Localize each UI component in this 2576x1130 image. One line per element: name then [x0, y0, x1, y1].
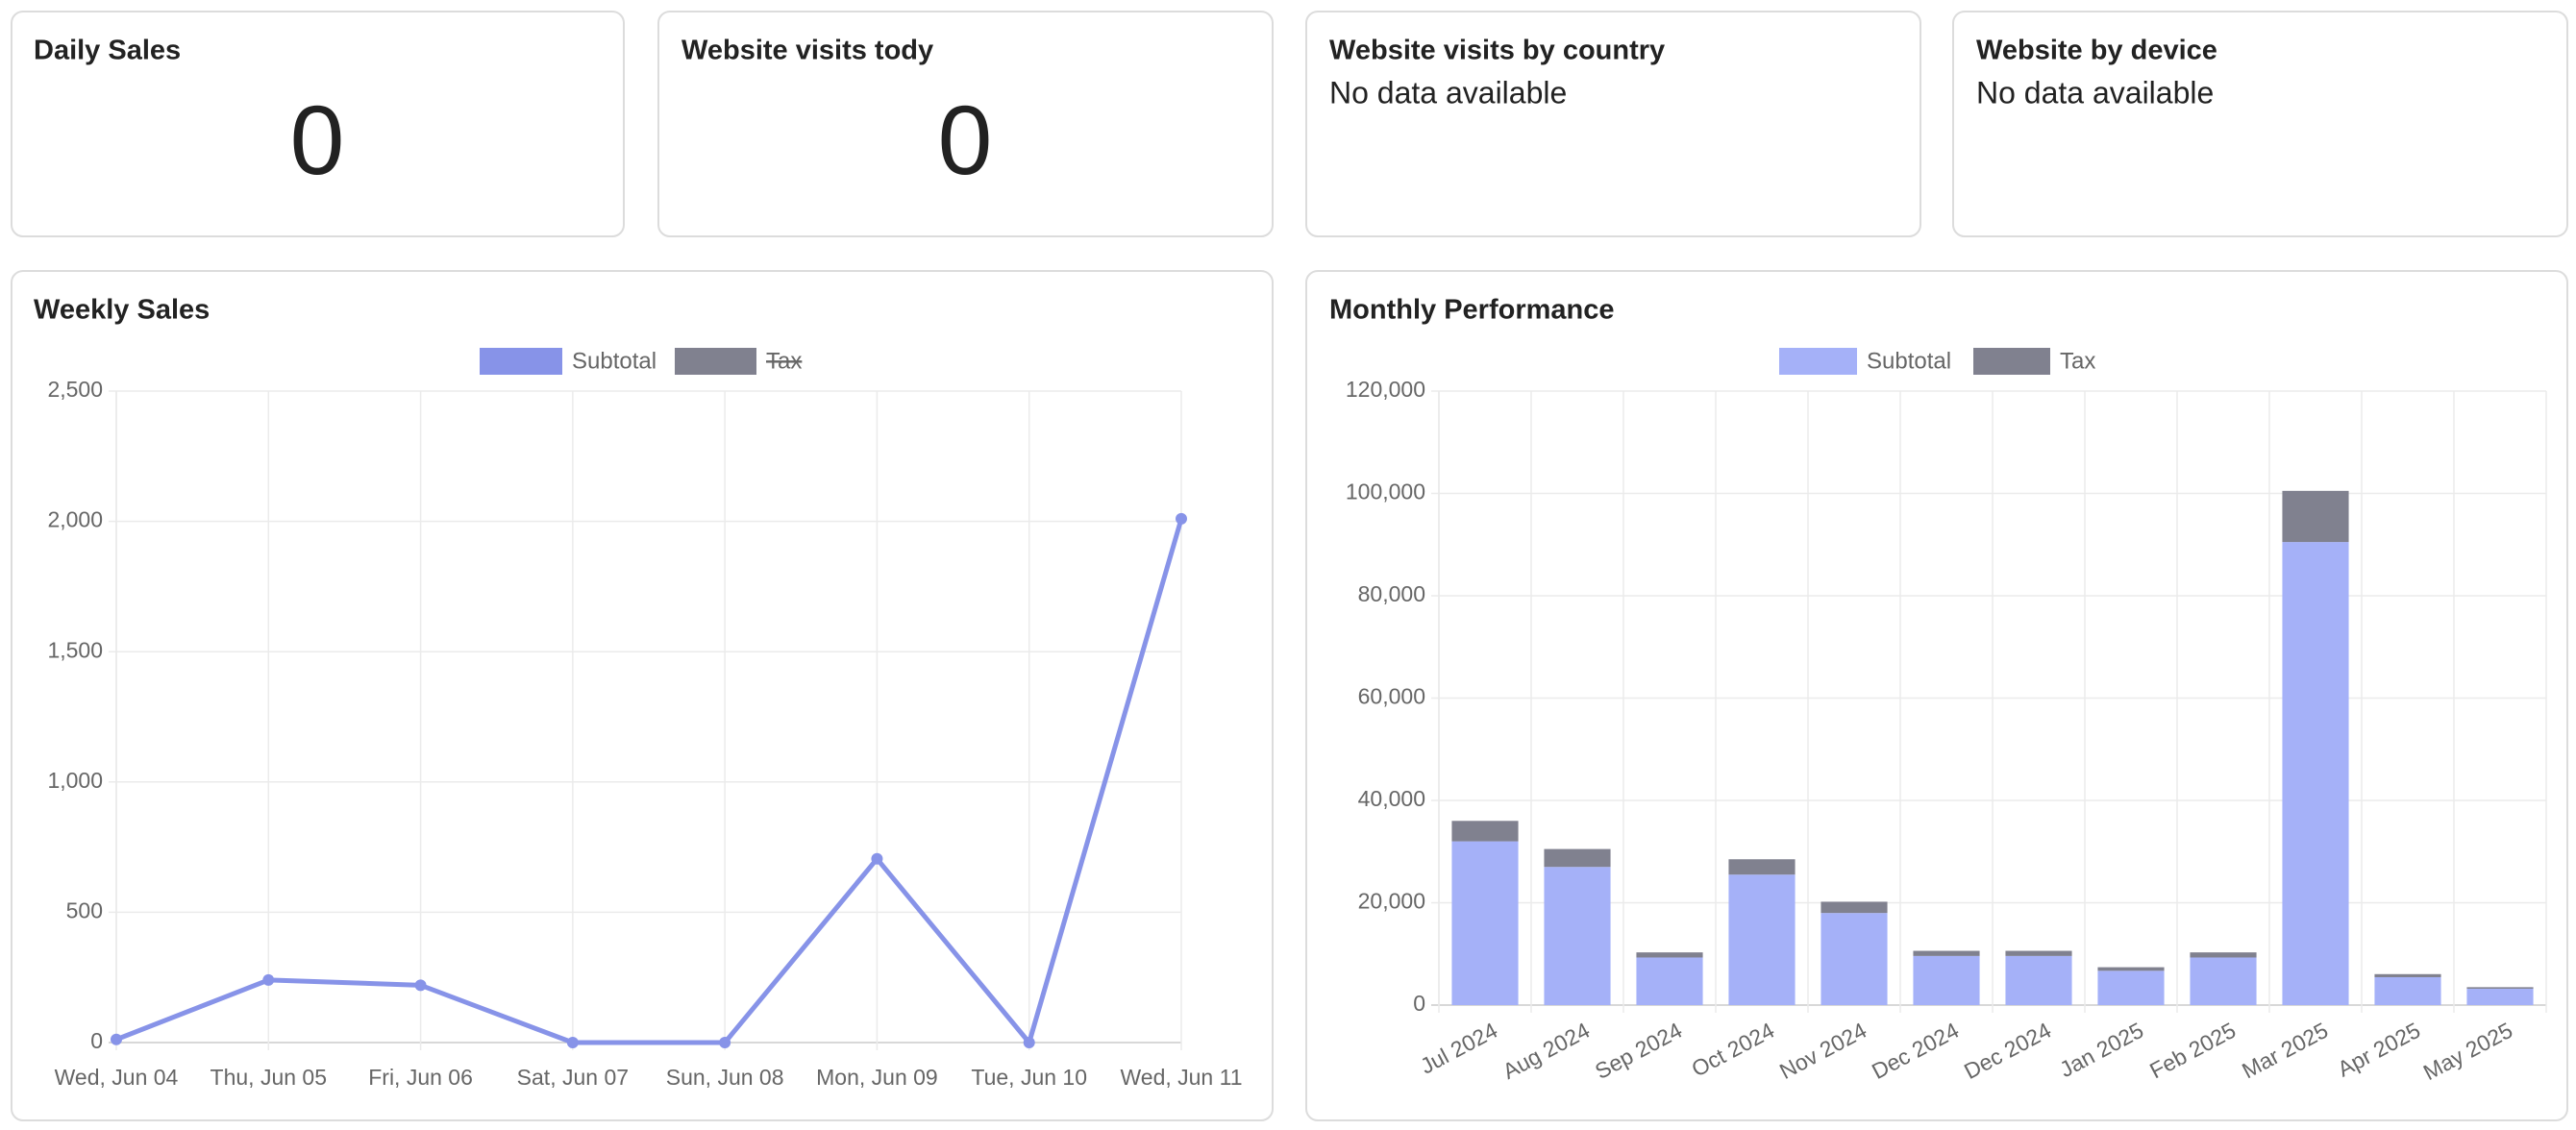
- point: [566, 1037, 579, 1048]
- card-message: No data available: [1329, 75, 1567, 110]
- y-tick-label: 0: [90, 1028, 103, 1053]
- card: [657, 11, 1274, 237]
- legend-label: Subtotal: [572, 348, 656, 374]
- legend-swatch: [675, 348, 756, 375]
- bar: [1913, 950, 1980, 956]
- bar: [1636, 952, 1703, 958]
- card-title: Daily Sales: [34, 36, 181, 66]
- point: [414, 979, 427, 992]
- y-tick-label: 2,500: [47, 377, 103, 402]
- x-tick-label: Wed, Jun 04: [55, 1065, 179, 1090]
- bar: [2005, 955, 2072, 1005]
- bar: [2374, 976, 2441, 1005]
- card: [11, 11, 625, 237]
- bar: [2374, 973, 2441, 977]
- point: [262, 973, 275, 986]
- x-tick-label: Sun, Jun 08: [666, 1065, 784, 1090]
- bar: [2466, 988, 2534, 1005]
- card-value: 0: [290, 86, 345, 195]
- bar: [1544, 867, 1611, 1005]
- point: [719, 1037, 731, 1048]
- y-tick-label: 1,000: [47, 768, 103, 793]
- bar: [2282, 542, 2349, 1005]
- bar: [2097, 967, 2165, 971]
- y-tick-label: 1,500: [47, 637, 103, 662]
- bar: [1821, 901, 1888, 914]
- card-title: Website visits tody: [681, 36, 933, 66]
- legend-swatch: [1973, 348, 2050, 375]
- x-tick-label: Fri, Jun 06: [368, 1065, 473, 1090]
- x-tick-label: Sat, Jun 07: [517, 1065, 629, 1090]
- legend-label: Subtotal: [1867, 348, 1951, 374]
- y-tick-label: 500: [66, 897, 103, 922]
- bar: [2466, 987, 2534, 989]
- bar: [2005, 950, 2072, 956]
- bar: [2097, 970, 2165, 1005]
- bar: [1636, 957, 1703, 1005]
- y-tick-label: 40,000: [1358, 786, 1425, 811]
- card-message: No data available: [1976, 75, 2214, 110]
- y-tick-label: 100,000: [1346, 479, 1425, 504]
- chart-title: Weekly Sales: [34, 295, 210, 326]
- legend-label: Tax: [2060, 348, 2095, 374]
- card-title: Website by device: [1976, 36, 2217, 66]
- point: [871, 852, 883, 865]
- bar: [1913, 955, 1980, 1005]
- x-tick-label: Mon, Jun 09: [816, 1065, 938, 1090]
- point: [111, 1033, 122, 1045]
- bar: [2190, 952, 2257, 958]
- bar: [1821, 913, 1888, 1005]
- y-tick-label: 60,000: [1358, 684, 1425, 709]
- line: [115, 518, 1184, 1045]
- legend-swatch: [1779, 348, 1857, 375]
- y-tick-label: 0: [1413, 991, 1425, 1016]
- legend-label: Tax: [766, 348, 802, 374]
- bar: [1728, 859, 1796, 875]
- legend-swatch: [480, 348, 562, 375]
- bar: [2190, 957, 2257, 1005]
- point: [1023, 1037, 1035, 1048]
- card: [11, 270, 1274, 1121]
- bar: [1451, 821, 1519, 842]
- bar: [1544, 848, 1611, 868]
- card-value: 0: [938, 86, 993, 195]
- chart-title: Monthly Performance: [1329, 295, 1615, 326]
- y-tick-label: 2,000: [47, 507, 103, 532]
- y-tick-label: 20,000: [1358, 889, 1425, 914]
- bar: [1728, 874, 1796, 1005]
- y-tick-label: 80,000: [1358, 581, 1425, 606]
- y-tick-label: 120,000: [1346, 377, 1425, 402]
- card: [1305, 11, 1921, 237]
- x-tick-label: Tue, Jun 10: [971, 1065, 1087, 1090]
- point: [1176, 512, 1187, 525]
- card: [1305, 270, 2568, 1121]
- x-tick-label: Wed, Jun 11: [1120, 1065, 1242, 1090]
- card-title: Website visits by country: [1329, 36, 1665, 66]
- card: [1952, 11, 2568, 237]
- x-tick-label: Thu, Jun 05: [211, 1065, 327, 1090]
- bar: [2282, 490, 2349, 543]
- bar: [1451, 841, 1519, 1005]
